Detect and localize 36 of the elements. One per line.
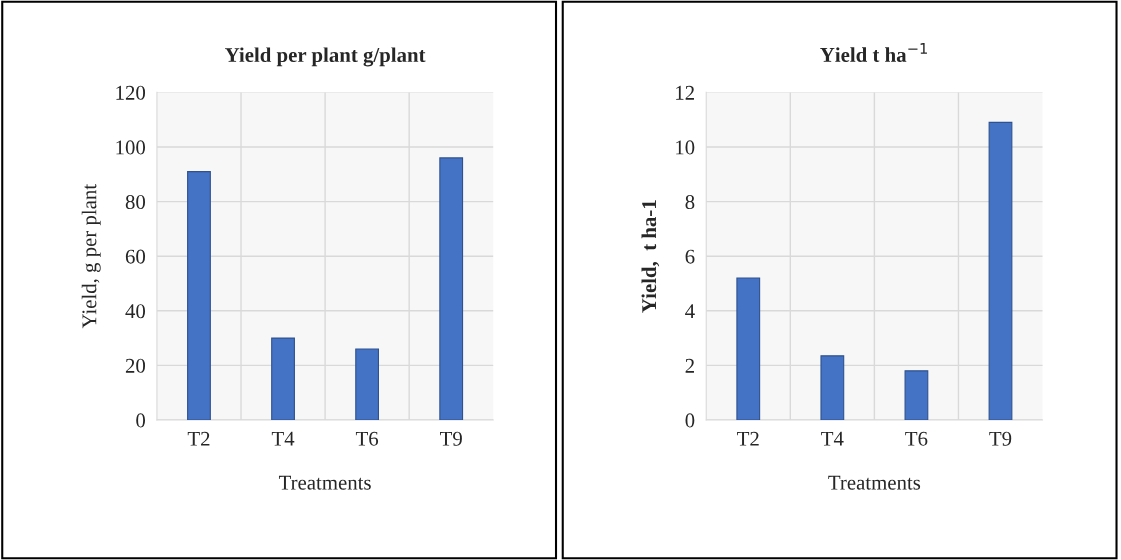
x-tick-label: T6 (905, 431, 928, 446)
y-tick-label: 10 (676, 140, 695, 155)
y-axis-title: Yield, t ha-1 (641, 200, 660, 313)
x-tick-label: T2 (187, 431, 210, 446)
y-tick-label: 20 (125, 358, 146, 373)
x-axis-title: Treatments (278, 475, 371, 490)
x-tick-label: T4 (821, 431, 844, 446)
y-tick-label: 6 (685, 249, 695, 264)
bar (736, 277, 761, 420)
y-axis-title: Yield, g per plant (81, 184, 101, 329)
y-tick-label: 2 (685, 358, 694, 373)
bar (820, 355, 845, 420)
bar (187, 171, 211, 420)
bar (904, 370, 929, 420)
y-tick-label: 8 (685, 194, 695, 210)
bar (355, 348, 380, 420)
y-tick-label: 80 (125, 194, 146, 210)
y-tick-label: 0 (685, 413, 695, 428)
y-tick-label: 120 (116, 85, 146, 100)
y-tick-label: 0 (136, 413, 146, 428)
x-tick-label: T9 (989, 431, 1012, 446)
x-tick-label: T6 (355, 431, 379, 446)
x-axis-title: Treatments (828, 475, 921, 490)
y-tick-label: 40 (125, 304, 146, 319)
chart-title: Yield per plant g/plant (225, 47, 426, 67)
bar (439, 157, 464, 420)
bar (271, 337, 295, 420)
x-tick-label: T9 (440, 431, 462, 446)
y-tick-label: 60 (125, 249, 146, 264)
x-tick-label: T2 (737, 431, 759, 446)
chart-title: Yield t ha$^{−1}$ (820, 43, 927, 62)
y-tick-label: 100 (116, 140, 146, 155)
y-tick-label: 12 (676, 85, 694, 100)
x-tick-label: T4 (271, 431, 295, 446)
bar (988, 121, 1013, 420)
y-tick-label: 4 (685, 304, 695, 319)
